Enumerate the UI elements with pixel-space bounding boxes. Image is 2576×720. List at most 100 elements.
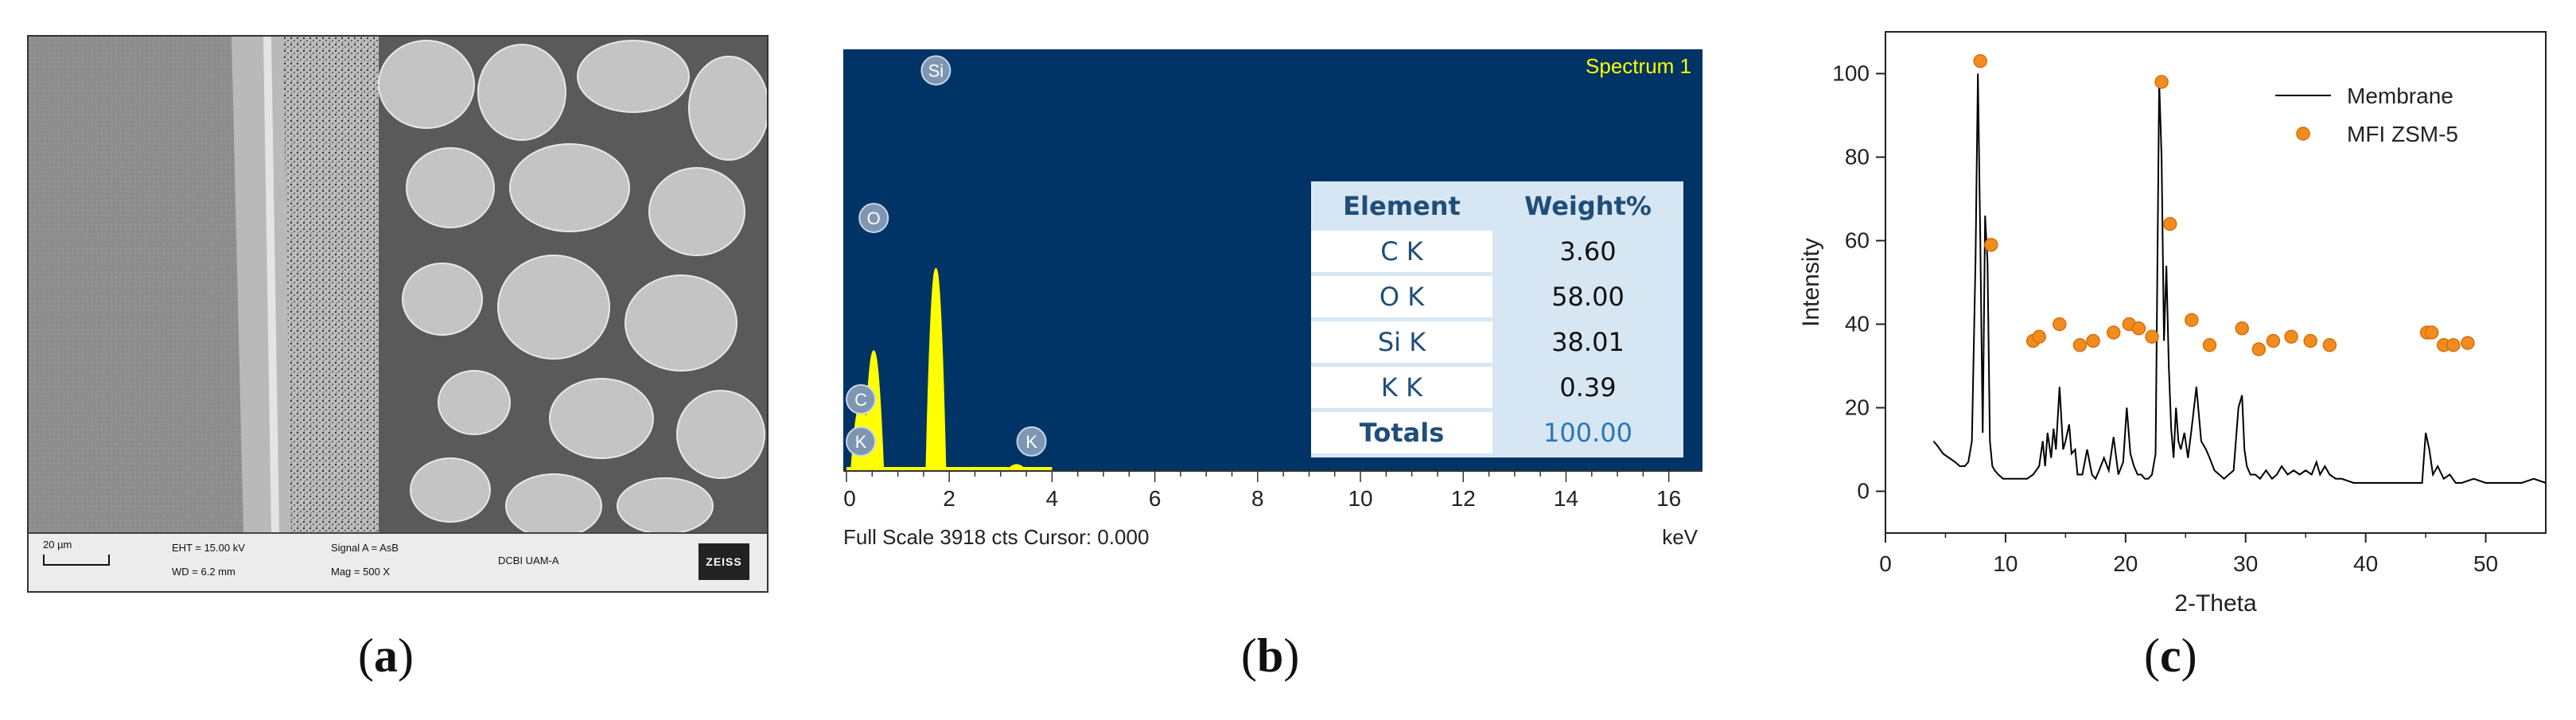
xrd-y-tick-label: 20 bbox=[1845, 395, 1870, 420]
caption-paren-close: ) bbox=[1283, 629, 1300, 682]
xrd-chart: 0 20 40 60 80 100 0 10 20 30 40 50 2-Theta Intensity M… bbox=[1798, 31, 2547, 617]
sem-institution: DCBI UAM-A bbox=[498, 555, 559, 566]
eds-weight-cell: 58.00 bbox=[1551, 282, 1625, 312]
table-row: K K 0.39 bbox=[1311, 367, 1683, 408]
eds-weight-table: Element Weight% C K 3.60 O K 58.00 Si K … bbox=[1311, 181, 1683, 457]
xrd-mfi-point bbox=[2303, 333, 2317, 348]
eds-panel: Si O C K K Spectrum 1 0 2 4 6 8 10 12 14 16 Full Scale … bbox=[843, 49, 1720, 574]
xrd-x-tick-label: 10 bbox=[1993, 551, 2018, 576]
caption-paren-close: ) bbox=[2181, 629, 2197, 682]
xrd-y-tick-label: 0 bbox=[1857, 479, 1870, 504]
sem-eht: EHT = 15.00 kV bbox=[172, 542, 245, 554]
eds-status-text: Full Scale 3918 cts Cursor: 0.000 bbox=[843, 525, 1149, 549]
sem-micrograph: 20 µm EHT = 15.00 kV WD = 6.2 mm Signal … bbox=[27, 35, 769, 593]
eds-element-marker bbox=[1016, 426, 1047, 457]
caption-paren-open: ( bbox=[2144, 629, 2160, 682]
eds-spectrum-title: Spectrum 1 bbox=[1586, 54, 1691, 78]
eds-x-tick-label: 8 bbox=[1251, 486, 1264, 511]
xrd-mfi-point bbox=[2072, 338, 2088, 352]
sem-wd: WD = 6.2 mm bbox=[172, 566, 235, 578]
xrd-legend-label: Membrane bbox=[2347, 84, 2453, 108]
xrd-mfi-point bbox=[2202, 338, 2217, 352]
xrd-panel: 0 20 40 60 80 100 0 10 20 30 40 50 2-Theta Intensity M… bbox=[1782, 16, 2576, 629]
caption-b: (b) bbox=[1241, 629, 1299, 683]
xrd-mfi-point bbox=[2154, 75, 2169, 89]
eds-x-tick-label: 2 bbox=[943, 486, 955, 511]
table-row: C K 3.60 bbox=[1311, 231, 1683, 272]
xrd-mfi-point bbox=[2185, 313, 2199, 327]
xrd-plot-frame bbox=[1885, 31, 2547, 534]
eds-weight-cell: 38.01 bbox=[1551, 327, 1625, 357]
xrd-y-axis-label: Intensity bbox=[1798, 238, 1824, 327]
sem-image bbox=[29, 37, 767, 532]
eds-totals-label: Totals bbox=[1311, 412, 1492, 453]
eds-element-marker bbox=[846, 383, 877, 414]
eds-header-element: Element bbox=[1343, 191, 1461, 221]
eds-table-header: Element Weight% bbox=[1311, 185, 1683, 227]
eds-element-marker bbox=[846, 426, 877, 457]
xrd-mfi-point bbox=[2145, 329, 2159, 344]
xrd-y-tick-label: 40 bbox=[1845, 312, 1870, 337]
xrd-mfi-point bbox=[2053, 317, 2067, 332]
eds-element-label: K bbox=[855, 432, 867, 452]
xrd-y-tick-label: 100 bbox=[1832, 61, 1870, 86]
caption-letter: b bbox=[1256, 629, 1284, 682]
sem-signal: Signal A = AsB bbox=[331, 542, 399, 554]
eds-weight-cell: 0.39 bbox=[1559, 372, 1617, 403]
caption-letter: a bbox=[373, 629, 398, 682]
table-row: O K 58.00 bbox=[1311, 276, 1683, 317]
eds-element-cell: Si K bbox=[1311, 321, 1492, 363]
eds-totals-row: Totals 100.00 bbox=[1311, 412, 1683, 453]
xrd-mfi-point bbox=[1973, 54, 1987, 68]
xrd-y-tick-label: 60 bbox=[1845, 228, 1870, 253]
xrd-x-axis-label: 2-Theta bbox=[2174, 590, 2257, 617]
xrd-mfi-point bbox=[2086, 333, 2100, 348]
eds-header-weight: Weight% bbox=[1524, 191, 1652, 221]
eds-x-tick-label: 4 bbox=[1046, 486, 1059, 511]
caption-letter: c bbox=[2159, 629, 2181, 682]
xrd-x-tick-label: 40 bbox=[2353, 551, 2378, 576]
xrd-mfi-point bbox=[2284, 329, 2298, 344]
xrd-mfi-point bbox=[2322, 338, 2337, 352]
xrd-mfi-point bbox=[2131, 321, 2146, 336]
eds-totals-value: 100.00 bbox=[1543, 418, 1632, 448]
xrd-y-tick-label: 80 bbox=[1845, 145, 1870, 169]
xrd-x-tick-label: 30 bbox=[2233, 551, 2258, 576]
eds-x-axis-unit: keV bbox=[1662, 525, 1698, 549]
eds-element-marker bbox=[858, 203, 889, 233]
eds-element-cell: C K bbox=[1311, 231, 1492, 272]
xrd-x-tick-label: 50 bbox=[2473, 551, 2498, 576]
eds-x-tick-label: 0 bbox=[843, 486, 856, 511]
caption-paren-open: ( bbox=[358, 629, 374, 682]
sem-info-bar: 20 µm EHT = 15.00 kV WD = 6.2 mm Signal … bbox=[29, 532, 767, 591]
caption-c: (c) bbox=[2144, 629, 2197, 683]
eds-x-tick-label: 14 bbox=[1554, 486, 1578, 511]
sem-scale-bar bbox=[43, 555, 110, 566]
eds-weight-cell: 3.60 bbox=[1559, 236, 1617, 267]
xrd-mfi-point bbox=[2162, 216, 2177, 232]
sem-scale-label: 20 µm bbox=[43, 539, 72, 551]
eds-element-label: C bbox=[854, 390, 867, 410]
eds-x-tick-label: 10 bbox=[1348, 486, 1372, 511]
eds-element-label: K bbox=[1025, 432, 1037, 452]
xrd-x-tick-label: 20 bbox=[2113, 551, 2138, 576]
xrd-legend-point-marker bbox=[2296, 126, 2310, 141]
xrd-legend-label: MFI ZSM-5 bbox=[2347, 122, 2458, 146]
xrd-mfi-point bbox=[2461, 336, 2475, 350]
xrd-series-membrane bbox=[1932, 73, 2547, 484]
eds-x-tick-label: 12 bbox=[1451, 486, 1476, 511]
eds-element-label: Si bbox=[928, 61, 944, 81]
sem-mag: Mag = 500 X bbox=[331, 566, 391, 578]
eds-element-label: O bbox=[867, 208, 881, 228]
eds-x-tick-label: 16 bbox=[1656, 486, 1681, 511]
eds-element-marker bbox=[920, 55, 951, 86]
xrd-mfi-point bbox=[2235, 321, 2249, 336]
xrd-mfi-point bbox=[2446, 338, 2461, 352]
table-row: Si K 38.01 bbox=[1311, 321, 1683, 363]
eds-x-tick-label: 6 bbox=[1149, 486, 1162, 511]
xrd-mfi-point bbox=[1984, 238, 1998, 252]
xrd-mfi-point bbox=[2032, 329, 2046, 344]
xrd-x-tick-label: 0 bbox=[1879, 551, 1892, 576]
caption-paren-open: ( bbox=[1241, 629, 1257, 682]
xrd-mfi-point bbox=[2106, 325, 2121, 340]
